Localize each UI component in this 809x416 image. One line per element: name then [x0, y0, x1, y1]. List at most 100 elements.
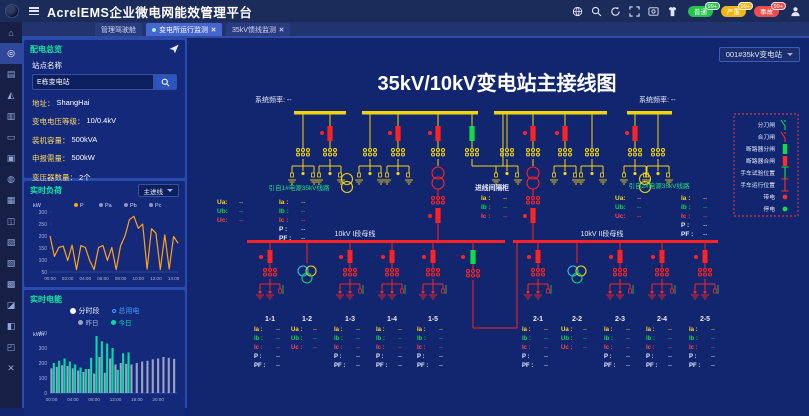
busbar-10kv-2 — [513, 240, 718, 243]
station-selector-dropdown[interactable]: 001#35kV变电站 — [718, 47, 800, 62]
tab-35kV馈线监测[interactable]: 35kV馈线监测 — [226, 23, 290, 36]
sidebar-item-metering[interactable]: ▧ — [6, 237, 16, 247]
sidebar-item-power-grid[interactable]: ▦ — [6, 195, 16, 205]
tab-close-icon[interactable] — [211, 27, 216, 32]
sidebar-item-home[interactable]: ⌂ — [8, 27, 14, 38]
svg-text:250: 250 — [39, 222, 48, 228]
sidebar-item-transformer[interactable]: ◫ — [6, 216, 16, 226]
globe-icon[interactable] — [571, 5, 583, 17]
svg-text:--: -- — [276, 327, 280, 333]
theme-skin-icon[interactable] — [666, 5, 678, 17]
legend-label: 断路器分闸 — [746, 145, 775, 153]
left-panel: 配电总览 站点名称 地址：ShangHai 变电电压等级：10/0.4kV 装机容量… — [22, 38, 187, 416]
bar-today — [116, 369, 119, 394]
bar-today — [122, 353, 125, 394]
busbar-10kv-1 — [247, 240, 505, 243]
alarm-badge-事故[interactable]: 事故 99+ — [754, 1, 786, 17]
station-field-label: 申报需量： — [32, 154, 70, 163]
svg-text:--: -- — [668, 345, 672, 351]
bar-yesterday — [103, 372, 106, 394]
screenshot-icon[interactable] — [647, 5, 659, 17]
alarm-badge-count: 99+ — [770, 1, 786, 10]
alarm-badge-普通[interactable]: 普通 99+ — [688, 1, 720, 17]
bar-yesterday — [135, 363, 138, 393]
tab-label: 变电所运行监测 — [159, 26, 208, 34]
feeder-label: 2-3 — [615, 316, 625, 323]
sidebar-item-archives[interactable]: ▤ — [6, 69, 16, 79]
station-search-input[interactable] — [32, 74, 153, 90]
menu-icon[interactable] — [29, 7, 39, 15]
sidebar-item-lighting[interactable]: ◍ — [7, 174, 15, 184]
svg-text:--: -- — [356, 363, 360, 369]
sidebar-item-big-screen[interactable]: ▭ — [6, 132, 16, 142]
svg-text:--: -- — [711, 327, 715, 333]
incoming-cabinet-label: 进线间隔柜 — [475, 183, 509, 192]
send-icon[interactable] — [169, 41, 179, 59]
load-line-selector[interactable]: 主进线 — [137, 184, 179, 197]
user-icon[interactable] — [789, 5, 801, 17]
svg-text:Ib :: Ib : — [279, 208, 289, 215]
sidebar-item-reports[interactable]: ◰ — [6, 342, 16, 352]
sidebar-item-battery[interactable]: ▩ — [6, 279, 16, 289]
svg-text:--: -- — [668, 363, 672, 369]
svg-text:--: -- — [711, 336, 715, 342]
breaker-35kv — [562, 126, 568, 141]
app-title: AcrelEMS企业微电网能效管理平台 — [47, 5, 253, 20]
svg-text:100: 100 — [39, 258, 48, 264]
sidebar-item-operation[interactable]: ◪ — [6, 300, 16, 310]
svg-text:--: -- — [301, 199, 305, 206]
svg-text:--: -- — [313, 336, 317, 342]
svg-text:Ib :: Ib : — [376, 336, 385, 342]
svg-text:--: -- — [583, 336, 587, 342]
energy-radio-分时段[interactable]: 分时段 — [69, 306, 100, 316]
svg-text:--: -- — [398, 345, 402, 351]
station-field-row: 装机容量： 500kVA — [30, 135, 179, 146]
alarm-badges: 普通 99+ 严重 99+ 事故 99+ — [688, 1, 786, 17]
tab-管理驾驶舱[interactable]: 管理驾驶舱 — [95, 23, 142, 36]
sidebar-item-tools[interactable]: ✕ — [7, 363, 15, 373]
legend-label: 断路器合闸 — [746, 157, 775, 165]
svg-text:Ic :: Ic : — [481, 213, 490, 220]
sidebar-item-documents[interactable]: ◧ — [6, 321, 16, 331]
tab-close-icon[interactable] — [279, 27, 284, 32]
fullscreen-icon[interactable] — [628, 5, 640, 17]
legend-label: 停电 — [763, 205, 775, 213]
svg-text:P :: P : — [417, 354, 425, 360]
realtime-energy-card: 实时电能 分时段 总用电 昨日 今日 kWh 0 100 200 300 400 00:00 04… — [24, 290, 185, 416]
station-search-button[interactable] — [153, 74, 177, 90]
station-field-value: 500kVA — [71, 134, 98, 144]
svg-text:--: -- — [626, 336, 630, 342]
sidebar-item-alarm[interactable]: ◭ — [7, 90, 15, 100]
sidebar-item-statistics[interactable]: ▥ — [6, 111, 16, 121]
svg-text:14:00: 14:00 — [168, 276, 180, 281]
svg-text:PF :: PF : — [254, 363, 265, 369]
svg-text:--: -- — [637, 213, 641, 220]
tab-label: 35kV馈线监测 — [232, 26, 276, 34]
tab-变电所运行监测[interactable]: 变电所运行监测 — [146, 23, 222, 36]
sidebar-item-substation-monitor[interactable]: ◎ — [0, 43, 22, 64]
svg-text:--: -- — [703, 231, 707, 238]
svg-text:Ia :: Ia : — [417, 327, 426, 333]
diagram-legend-box — [733, 113, 799, 217]
feeder-label: 1-5 — [428, 316, 438, 323]
sidebar-item-energy-card[interactable]: ▣ — [6, 153, 16, 163]
busbar-35kv — [494, 111, 607, 115]
alarm-badge-label: 普通 — [694, 9, 707, 16]
svg-text:Ia :: Ia : — [376, 327, 385, 333]
alarm-badge-严重[interactable]: 严重 99+ — [721, 1, 753, 17]
station-overview-card: 配电总览 站点名称 地址：ShangHai 变电电压等级：10/0.4kV 装机容量… — [24, 40, 185, 182]
svg-text:Ic :: Ic : — [646, 345, 655, 351]
svg-text:--: -- — [503, 204, 507, 211]
search-icon[interactable] — [590, 5, 602, 17]
diagram-title: 35kV/10kV变电站主接线图 — [378, 71, 617, 95]
refresh-icon[interactable] — [609, 5, 621, 17]
svg-text:--: -- — [239, 208, 243, 215]
svg-text:0: 0 — [44, 391, 47, 397]
energy-radio-总用电[interactable]: 总用电 — [111, 306, 140, 316]
radio-label: 分时段 — [78, 308, 100, 315]
bar-today — [58, 360, 61, 394]
bar-today — [74, 364, 77, 393]
radio-circle-icon — [69, 308, 76, 314]
sidebar-item-terminal[interactable]: ▨ — [6, 258, 16, 268]
alarm-badge-count: 99+ — [704, 1, 720, 10]
